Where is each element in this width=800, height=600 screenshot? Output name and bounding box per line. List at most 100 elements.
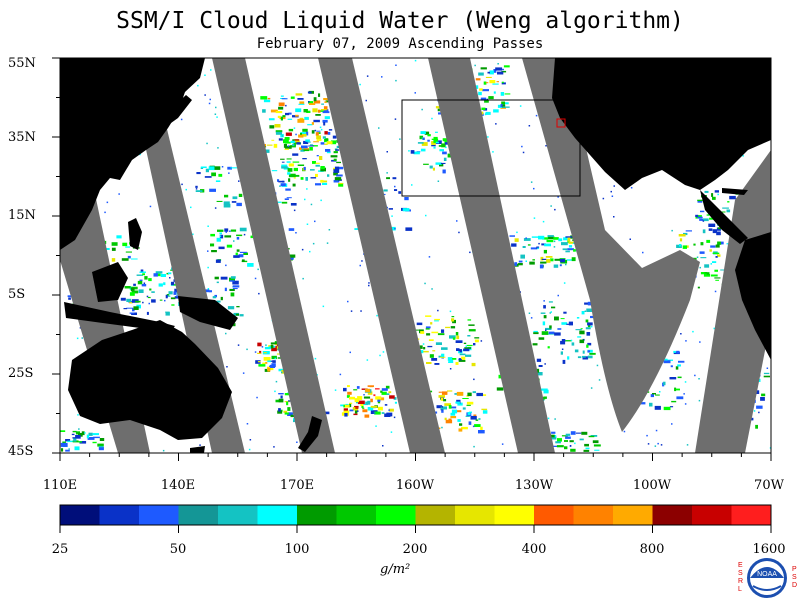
cloud-water-cell: [468, 421, 472, 425]
cloud-water-cell: [155, 271, 163, 274]
cloud-water-cell: [225, 231, 227, 233]
cloud-water-cell: [259, 350, 262, 354]
cloud-water-cell: [587, 322, 593, 326]
noaa-logo-text: NOAA: [757, 571, 777, 578]
cloud-water-cell: [561, 339, 566, 342]
cloud-water-cell: [355, 407, 359, 409]
cloud-water-cell: [316, 135, 321, 140]
cloud-water-cell: [363, 396, 371, 399]
cloud-water-cell: [289, 145, 296, 148]
cloud-water-cell: [126, 298, 132, 302]
cloud-water-cell: [579, 438, 584, 441]
cloud-water-cell: [334, 389, 337, 391]
cloud-water-cell: [489, 70, 494, 75]
cloud-water-cell: [613, 185, 615, 187]
cloud-water-cell: [60, 442, 68, 447]
cloud-water-cell: [303, 166, 306, 171]
cloud-water-cell: [536, 358, 542, 362]
cloud-water-cell: [301, 248, 304, 251]
cloud-water-cell: [278, 138, 283, 141]
cloud-water-cell: [386, 151, 388, 153]
cloud-water-cell: [540, 256, 544, 261]
cloud-water-cell: [431, 117, 433, 120]
cloud-water-cell: [373, 412, 376, 414]
swath-gap-2: [137, 100, 245, 453]
cloud-water-cell: [717, 193, 719, 196]
cloud-water-cell: [518, 260, 523, 263]
logo-left-letters: ESRL: [738, 562, 744, 593]
cloud-water-cell: [346, 395, 350, 398]
colorbar: [59, 504, 772, 533]
colorbar-swatch: [60, 505, 100, 525]
cloud-water-cell: [423, 133, 429, 134]
cloud-water-cell: [343, 408, 348, 411]
land-new-zealand: [298, 416, 322, 452]
cloud-water-cell: [217, 229, 224, 232]
cloud-water-cell: [394, 185, 396, 188]
cloud-water-cell: [320, 199, 322, 202]
cloud-water-cell: [551, 431, 556, 434]
cloud-water-cell: [432, 167, 435, 171]
cloud-water-cell: [381, 388, 388, 391]
cloud-water-cell: [374, 411, 381, 415]
cloud-water-cell: [379, 354, 381, 357]
cloud-water-cell: [445, 146, 447, 149]
cloud-water-cell: [480, 67, 487, 70]
cloud-water-cell: [541, 258, 547, 260]
cloud-water-cell: [120, 297, 126, 301]
cloud-water-cell: [315, 132, 319, 136]
cloud-water-cell: [663, 381, 666, 386]
cloud-water-cell: [501, 81, 504, 84]
cloud-water-cell: [717, 227, 722, 230]
cloud-water-cell: [257, 268, 259, 271]
cloud-water-cell: [435, 342, 442, 345]
cloud-water-cell: [237, 344, 240, 346]
cloud-water-cell: [224, 194, 229, 198]
cloud-water-cell: [677, 364, 681, 367]
cloud-water-cell: [535, 368, 540, 373]
cloud-water-cell: [652, 393, 656, 395]
cloud-water-cell: [280, 158, 285, 160]
cloud-water-cell: [287, 168, 293, 172]
cloud-water-cell: [98, 446, 104, 451]
cloud-water-cell: [720, 269, 726, 271]
cloud-water-cell: [344, 404, 350, 408]
cloud-water-cell: [288, 128, 294, 132]
cloud-water-cell: [388, 391, 392, 394]
cloud-water-cell: [438, 391, 442, 393]
cloud-water-cell: [431, 145, 436, 147]
cloud-water-cell: [459, 423, 463, 426]
cloud-water-cell: [482, 410, 488, 414]
cloud-water-cell: [686, 245, 689, 248]
cloud-water-cell: [569, 440, 574, 443]
colorbar-swatch: [218, 505, 258, 525]
cloud-water-cell: [316, 155, 319, 157]
cloud-water-cell: [111, 242, 118, 246]
cloud-water-cell: [533, 217, 536, 219]
cloud-water-cell: [495, 67, 503, 71]
cloud-water-cell: [349, 396, 355, 400]
cloud-water-cell: [236, 234, 243, 237]
cloud-water-cell: [435, 131, 438, 133]
cloud-water-cell: [339, 373, 342, 376]
cloud-water-cell: [319, 110, 326, 112]
cloud-water-cell: [389, 395, 395, 399]
cloud-water-cell: [306, 223, 309, 225]
cloud-water-cell: [533, 330, 538, 333]
cloud-water-cell: [319, 156, 323, 160]
cloud-water-cell: [316, 130, 321, 132]
cloud-water-cell: [553, 237, 559, 240]
cloud-water-cell: [280, 183, 286, 187]
cloud-water-cell: [139, 279, 143, 282]
cloud-water-cell: [712, 229, 717, 234]
cloud-water-cell: [293, 142, 296, 146]
cloud-water-cell: [292, 161, 300, 163]
cloud-water-cell: [587, 349, 593, 353]
cloud-water-cell: [509, 235, 515, 237]
cloud-water-cell: [712, 196, 716, 200]
cloud-water-cell: [454, 393, 457, 395]
cloud-water-cell: [596, 364, 599, 367]
cloud-water-cell: [629, 238, 631, 240]
cloud-water-cell: [334, 166, 340, 170]
cloud-water-cell: [568, 241, 574, 244]
